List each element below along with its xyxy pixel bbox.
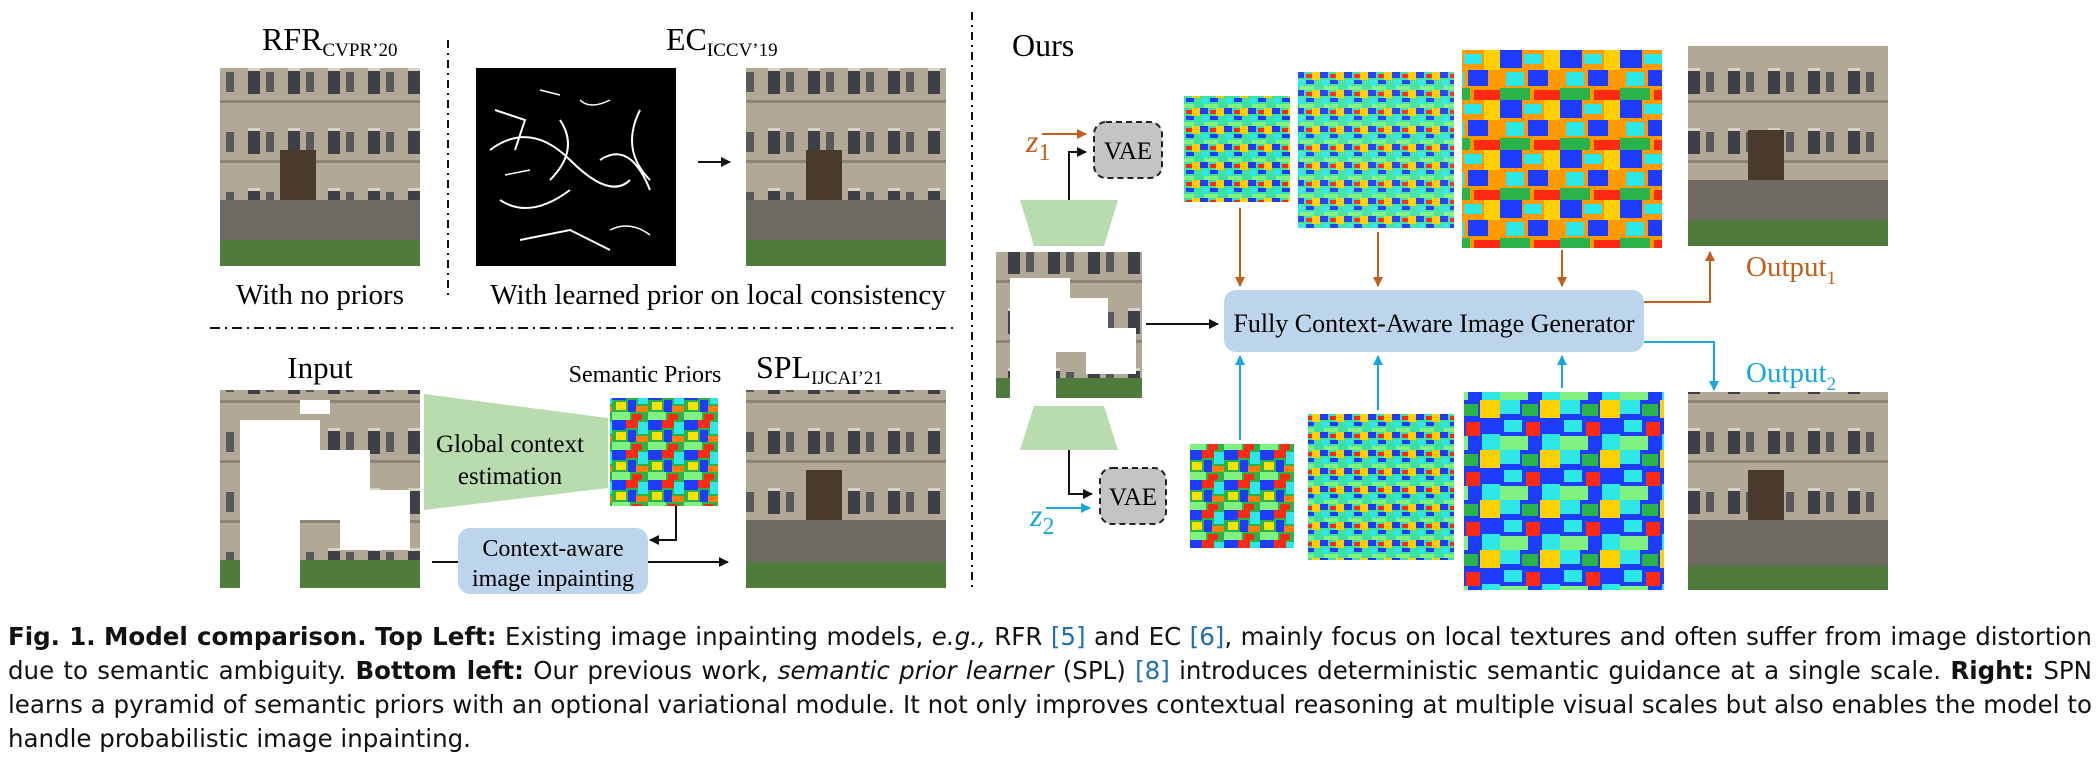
vae-bottom-box: [1099, 467, 1167, 525]
caption-spl-italic: semantic prior learner: [777, 656, 1054, 685]
generator-text: Fully Context-Aware Image Generator: [1233, 309, 1635, 338]
semantic-priors-label: Semantic Priors: [569, 362, 722, 388]
caption-text-5: Our previous work,: [533, 656, 769, 685]
encoder-to-vae-bottom-arrow: [1068, 450, 1093, 499]
context-aware-text-1: Context-aware: [482, 536, 623, 562]
caption-fig-label: Fig. 1.: [8, 622, 96, 651]
caption-learned-prior: With learned prior on local consistency: [490, 279, 946, 311]
caption-text-7: introduces deterministic semantic guidan…: [1179, 656, 1942, 685]
caption-bottom-left-label: Bottom left:: [355, 656, 524, 685]
output2-photo: [1688, 392, 1888, 590]
caption-text-1: Existing image inpainting models,: [504, 622, 924, 651]
rfr-output-photo: [220, 68, 420, 266]
vae-top-box: [1093, 121, 1163, 179]
caption-text-2: RFR: [994, 622, 1043, 651]
bottom-encoder-trapezoid: [1020, 406, 1118, 450]
ours-label: Ours: [1012, 27, 1074, 63]
vae-bottom-text: VAE: [1109, 484, 1157, 511]
semantic-priors-map: [610, 398, 718, 506]
caption-text-4: , mainly focus on local textures and oft…: [8, 622, 2092, 685]
top-prior-large: [1462, 50, 1662, 248]
rfr-label: RFRCVPR’20: [262, 21, 397, 61]
caption-top-left-label: Top Left:: [375, 622, 497, 651]
ec-label: ECICCV’19: [666, 21, 778, 61]
caption-eg: e.g.,: [931, 622, 986, 651]
bottom-prior-large: [1464, 392, 1664, 590]
caption-text-8: SPN learns a pyramid of semantic priors …: [8, 656, 2093, 753]
caption-no-priors: With no priors: [236, 279, 404, 311]
figure-diagram: RFRCVPR’20 ECICCV’19 With no priors With…: [210, 12, 1888, 600]
figure-caption: Fig. 1. Model comparison. Top Left: Exis…: [8, 620, 2092, 756]
output1-photo: [1688, 46, 1888, 246]
caption-title: Model comparison.: [104, 622, 367, 651]
top-prior-medium: [1298, 72, 1454, 228]
output1-label: Output1: [1746, 251, 1836, 289]
global-context-text-2: estimation: [458, 463, 563, 490]
gen-to-output1-arrow: [1644, 251, 1715, 303]
top-encoder-trapezoid: [1020, 200, 1118, 246]
z1-label: z1: [1025, 123, 1050, 166]
global-context-trapezoid: [424, 394, 608, 510]
context-aware-text-2: image inpainting: [472, 566, 634, 592]
spl-label: SPLIJCAI’21: [756, 349, 883, 389]
spl-output-photo: [746, 390, 946, 588]
ours-masked-input-photo: [996, 252, 1142, 410]
ref-5-link[interactable]: [5]: [1050, 622, 1086, 651]
input-label: Input: [287, 350, 353, 385]
bottom-prior-medium: [1308, 414, 1454, 560]
bottom-prior-small: [1190, 444, 1294, 548]
global-context-text-1: Global context: [436, 431, 584, 458]
ref-6-link[interactable]: [6]: [1189, 622, 1225, 651]
z2-label: z2: [1029, 497, 1054, 540]
vae-top-text: VAE: [1104, 138, 1152, 165]
top-prior-small: [1184, 96, 1290, 202]
gen-to-output2-arrow: [1644, 341, 1719, 391]
edge-map-image: [476, 68, 676, 266]
priors-to-inpainting-arrow: [649, 506, 677, 545]
caption-right-label: Right:: [1950, 656, 2035, 685]
encoder-to-vae-top-arrow: [1068, 147, 1087, 200]
context-aware-box: [458, 528, 648, 594]
ec-output-photo: [746, 68, 946, 266]
output2-label: Output2: [1746, 357, 1836, 395]
caption-text-6: (SPL): [1062, 656, 1126, 685]
masked-input-photo: [220, 390, 420, 600]
ref-8-link[interactable]: [8]: [1135, 656, 1170, 685]
caption-text-3: and EC: [1094, 622, 1182, 651]
generator-box: [1224, 290, 1644, 352]
